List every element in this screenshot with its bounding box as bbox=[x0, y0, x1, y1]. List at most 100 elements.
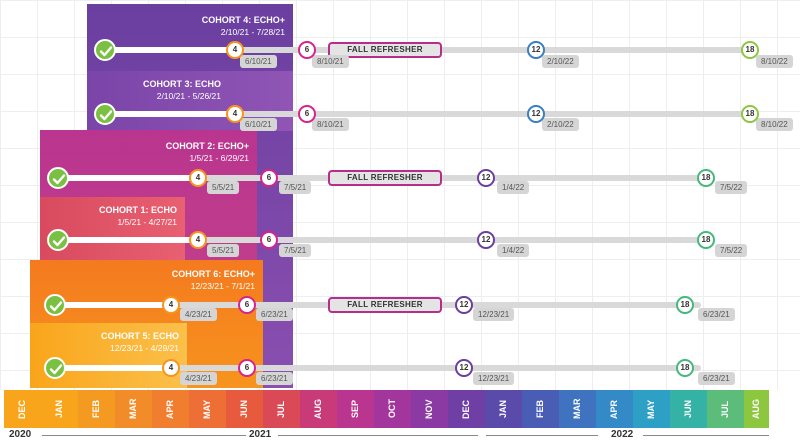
cohort-6-node-18: 18 bbox=[676, 296, 694, 314]
month-label: OCT bbox=[387, 399, 397, 419]
cohort-6-complete-check-icon bbox=[44, 294, 66, 316]
month-cell: DEC bbox=[4, 390, 41, 428]
cohort-6-date-4: 4/23/21 bbox=[180, 308, 217, 321]
month-label: NOV bbox=[424, 399, 434, 419]
year-label-2021: 2021 bbox=[246, 429, 275, 440]
cohort-5-node-18: 18 bbox=[676, 359, 694, 377]
cohort-4-node-6: 6 bbox=[298, 41, 316, 59]
cohort-6-dates: 12/23/21 - 7/1/21 bbox=[190, 281, 255, 291]
cohort-6-node-6: 6 bbox=[238, 296, 256, 314]
month-label: JUN bbox=[239, 400, 249, 419]
cohort-4-node-12: 12 bbox=[527, 41, 545, 59]
cohort-3-node-4: 4 bbox=[226, 105, 244, 123]
cohort-4-track bbox=[236, 47, 756, 53]
cohort-2-node-18: 18 bbox=[697, 169, 715, 187]
cohort-5-node-4: 4 bbox=[162, 359, 180, 377]
cohort-1-complete-check-icon bbox=[47, 229, 69, 251]
cohort-3-date-18: 8/10/22 bbox=[756, 118, 793, 131]
cohort-2-date-4: 5/5/21 bbox=[207, 181, 240, 194]
year-divider bbox=[486, 435, 598, 436]
cohort-5-date-12: 12/23/21 bbox=[473, 372, 515, 385]
month-label: APR bbox=[609, 399, 619, 419]
year-label-2022: 2022 bbox=[608, 429, 637, 440]
month-label: MAY bbox=[646, 399, 656, 419]
cohort-1-node-18: 18 bbox=[697, 231, 715, 249]
cohort-2-title: COHORT 2: ECHO+ bbox=[165, 141, 249, 151]
cohort-4-node-18: 18 bbox=[741, 41, 759, 59]
cohort-2-complete-check-icon bbox=[47, 167, 69, 189]
month-cell: JUL bbox=[263, 390, 300, 428]
cohort-1-active-track bbox=[58, 237, 199, 243]
cohort-3-node-12: 12 bbox=[527, 105, 545, 123]
month-label: SEP bbox=[350, 400, 360, 419]
year-divider bbox=[643, 435, 769, 436]
month-label: DEC bbox=[461, 399, 471, 419]
month-cell: JUN bbox=[670, 390, 707, 428]
month-cell: JAN bbox=[41, 390, 78, 428]
cohort-1-node-4: 4 bbox=[189, 231, 207, 249]
month-label: MAR bbox=[572, 398, 582, 420]
month-label: JAN bbox=[498, 400, 508, 419]
cohort-4-complete-check-icon bbox=[94, 39, 116, 61]
cohort-4-date-12: 2/10/22 bbox=[542, 55, 579, 68]
cohort-2-dates: 1/5/21 - 6/29/21 bbox=[189, 153, 249, 163]
month-cell: FEB bbox=[522, 390, 559, 428]
month-cell: FEB bbox=[78, 390, 115, 428]
cohort-5-node-6: 6 bbox=[238, 359, 256, 377]
month-label: APR bbox=[165, 399, 175, 419]
cohort-6-date-18: 6/23/21 bbox=[698, 308, 735, 321]
cohort-2-date-6: 7/5/21 bbox=[279, 181, 312, 194]
month-label: JUL bbox=[720, 400, 730, 418]
cohort-1-block: COHORT 1: ECHO 1/5/21 - 4/27/21 bbox=[40, 197, 185, 260]
cohort-3-date-12: 2/10/22 bbox=[542, 118, 579, 131]
cohort-4-title: COHORT 4: ECHO+ bbox=[201, 15, 285, 25]
month-cell: NOV bbox=[411, 390, 448, 428]
cohort-6-fall-refresher: FALL REFRESHER bbox=[328, 297, 442, 313]
cohort-2-node-12: 12 bbox=[477, 169, 495, 187]
cohort-5-track bbox=[174, 365, 701, 371]
month-cell: MAR bbox=[115, 390, 152, 428]
month-cell: MAY bbox=[189, 390, 226, 428]
month-label: AUG bbox=[751, 399, 761, 419]
cohort-3-active-track bbox=[106, 111, 236, 117]
month-label: FEB bbox=[535, 400, 545, 418]
cohort-2-fall-refresher: FALL REFRESHER bbox=[328, 170, 442, 186]
cohort-4-date-18: 8/10/22 bbox=[756, 55, 793, 68]
month-cell: APR bbox=[596, 390, 633, 428]
cohort-6-date-12: 12/23/21 bbox=[473, 308, 515, 321]
cohort-4-fall-refresher: FALL REFRESHER bbox=[328, 42, 442, 58]
cohort-1-date-4: 5/5/21 bbox=[207, 244, 240, 257]
month-label: AUG bbox=[313, 399, 323, 419]
cohort-5-date-4: 4/23/21 bbox=[180, 372, 217, 385]
cohort-1-dates: 1/5/21 - 4/27/21 bbox=[117, 217, 177, 227]
cohort-3-dates: 2/10/21 - 5/26/21 bbox=[156, 91, 221, 101]
cohort-4-node-4: 4 bbox=[226, 41, 244, 59]
cohort-4-date-6: 8/10/21 bbox=[312, 55, 349, 68]
month-label: DEC bbox=[17, 399, 27, 419]
cohort-6-node-4: 4 bbox=[162, 296, 180, 314]
month-cell: MAR bbox=[559, 390, 596, 428]
cohort-3-date-4: 6/10/21 bbox=[240, 118, 277, 131]
cohort-3-track bbox=[236, 111, 756, 117]
month-label: MAR bbox=[128, 398, 138, 420]
month-label: JAN bbox=[54, 400, 64, 419]
month-label: JUN bbox=[683, 400, 693, 419]
month-cell: MAY bbox=[633, 390, 670, 428]
year-divider bbox=[42, 435, 248, 436]
cohort-5-title: COHORT 5: ECHO bbox=[100, 331, 179, 341]
cohort-1-track bbox=[199, 237, 711, 243]
cohort-5-date-18: 6/23/21 bbox=[698, 372, 735, 385]
month-cell: SEP bbox=[337, 390, 374, 428]
cohort-2-active-track bbox=[58, 175, 199, 181]
month-cell: DEC bbox=[448, 390, 485, 428]
month-cell: JUN bbox=[226, 390, 263, 428]
cohort-3-title: COHORT 3: ECHO bbox=[142, 79, 221, 89]
cohort-2-track bbox=[199, 175, 711, 181]
month-cell: AUG bbox=[744, 390, 769, 428]
month-label: FEB bbox=[91, 400, 101, 418]
cohort-1-date-12: 1/4/22 bbox=[497, 244, 530, 257]
month-cell: APR bbox=[152, 390, 189, 428]
month-cell: JAN bbox=[485, 390, 522, 428]
cohort-5-active-track bbox=[46, 365, 174, 371]
